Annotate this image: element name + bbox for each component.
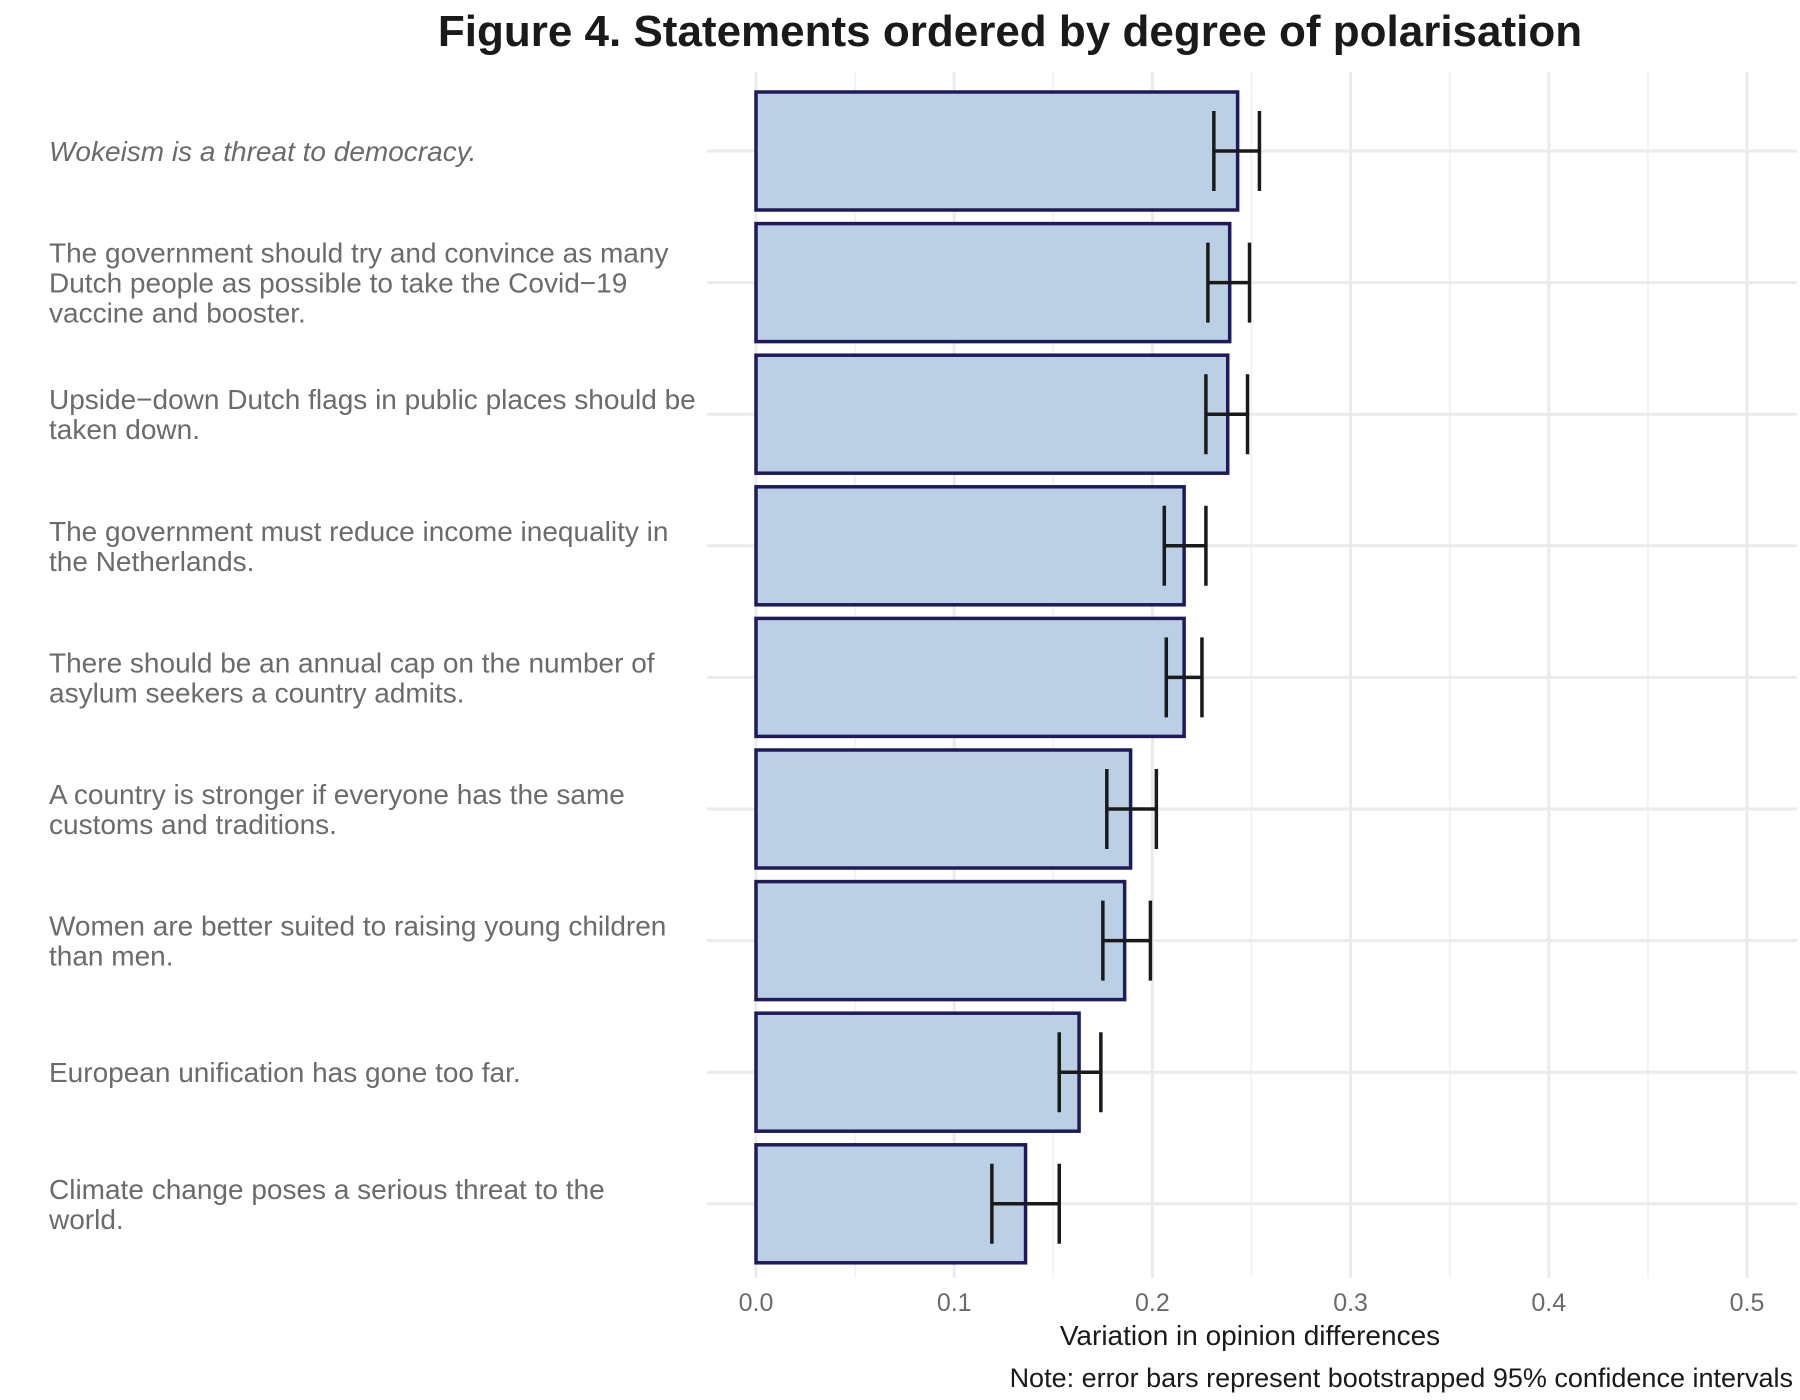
category-label: The government must reduce income inequa… — [49, 516, 668, 577]
errorbars-layer — [990, 111, 1262, 1244]
error-bar — [1206, 242, 1252, 323]
x-tick-label: 0.4 — [1531, 1289, 1566, 1317]
category-label: Upside−down Dutch flags in public places… — [49, 384, 696, 445]
category-label-line: Upside−down Dutch flags in public places… — [49, 384, 696, 415]
category-label-line: vaccine and booster. — [49, 298, 306, 329]
category-label-line: European unification has gone too far. — [49, 1057, 521, 1088]
bar — [754, 879, 1127, 1002]
category-label-line: Dutch people as possible to take the Cov… — [49, 268, 627, 299]
bar — [754, 353, 1230, 475]
bar — [754, 1143, 1028, 1265]
category-label-line: taken down. — [49, 414, 200, 445]
category-label-line: Climate change poses a serious threat to… — [49, 1174, 605, 1205]
category-label-line: A country is stronger if everyone has th… — [49, 779, 625, 810]
error-bar — [1162, 505, 1208, 586]
category-label-line: The government should try and convince a… — [49, 238, 668, 269]
x-axis-ticks: 0.0 0.1 0.2 0.3 0.4 0.5 — [739, 1289, 1765, 1317]
error-bar — [1101, 900, 1153, 981]
x-tick-label: 0.0 — [739, 1289, 774, 1317]
x-axis-title: Variation in opinion differences — [1060, 1320, 1440, 1351]
x-tick-label: 0.1 — [937, 1289, 972, 1317]
category-label-line: customs and traditions. — [49, 809, 337, 840]
category-label: The government should try and convince a… — [49, 238, 668, 329]
category-label: There should be an annual cap on the num… — [49, 647, 655, 708]
bar — [754, 616, 1186, 739]
error-bar — [1204, 374, 1250, 455]
bars-layer — [754, 90, 1240, 1265]
category-label-line: There should be an annual cap on the num… — [49, 647, 655, 678]
bar — [754, 221, 1232, 344]
bar — [754, 748, 1133, 870]
category-label: A country is stronger if everyone has th… — [49, 779, 625, 840]
category-label-line: world. — [48, 1204, 124, 1235]
error-bar — [1212, 111, 1262, 191]
category-label: Women are better suited to raising young… — [49, 911, 666, 972]
category-label-line: The government must reduce income inequa… — [49, 516, 668, 547]
category-label-line: asylum seekers a country admits. — [49, 677, 465, 708]
category-label: European unification has gone too far. — [49, 1057, 521, 1088]
category-label-line: than men. — [49, 941, 174, 972]
error-bar — [1057, 1032, 1103, 1113]
x-tick-label: 0.5 — [1730, 1289, 1765, 1317]
chart-title: Figure 4. Statements ordered by degree o… — [438, 7, 1582, 56]
chart-note: Note: error bars represent bootstrapped … — [1010, 1363, 1793, 1393]
error-bar — [1164, 637, 1204, 718]
bar — [754, 90, 1240, 212]
error-bar — [990, 1163, 1061, 1244]
category-label: Wokeism is a threat to democracy. — [49, 136, 476, 167]
category-label-line: the Netherlands. — [49, 546, 254, 577]
category-label-line: Women are better suited to raising young… — [49, 911, 666, 942]
x-tick-label: 0.3 — [1333, 1289, 1368, 1317]
y-axis-labels: Wokeism is a threat to democracy. The gov… — [48, 136, 696, 1235]
x-tick-label: 0.2 — [1135, 1289, 1170, 1317]
bar — [754, 485, 1186, 607]
bar — [754, 1011, 1081, 1133]
category-label-line: Wokeism is a threat to democracy. — [49, 136, 476, 167]
error-bar — [1105, 769, 1159, 849]
category-label: Climate change poses a serious threat to… — [48, 1174, 605, 1235]
